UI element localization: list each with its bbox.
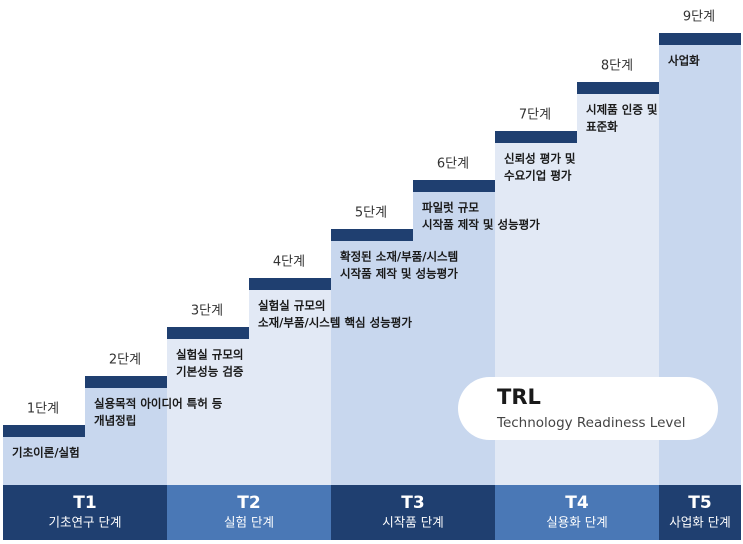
step-desc: 실험실 규모의 <box>258 299 325 313</box>
step-desc: 기본성능 검증 <box>176 365 244 379</box>
step-desc: 실험실 규모의 <box>176 348 243 362</box>
stage-title: T2 <box>237 493 260 513</box>
step-bar <box>85 376 167 388</box>
step-label: 3단계 <box>191 304 223 319</box>
step-label: 4단계 <box>273 255 305 270</box>
stage-band <box>495 485 659 540</box>
step-desc: 기초이론/실험 <box>12 446 80 460</box>
step-desc: 시작품 제작 및 성능평가 <box>340 267 458 281</box>
stage-name: 실용화 단계 <box>546 515 607 530</box>
step-column <box>331 229 413 485</box>
step-desc: 파일럿 규모 <box>422 201 479 215</box>
step-desc: 시제품 인증 및 <box>586 103 658 117</box>
badge-subtitle: Technology Readiness Level <box>496 415 685 431</box>
step-bar <box>167 327 249 339</box>
step-label: 1단계 <box>27 402 59 417</box>
step-bar <box>3 425 85 437</box>
step-bar <box>495 131 577 143</box>
step-bar <box>331 229 413 241</box>
step-desc: 실용목적 아이디어 특허 등 <box>94 397 223 411</box>
stage-band <box>331 485 495 540</box>
step-desc: 표준화 <box>586 120 618 134</box>
stage-band <box>167 485 331 540</box>
stage-name: 기초연구 단계 <box>49 515 122 530</box>
trl-badge <box>458 377 718 440</box>
step-desc: 시작품 제작 및 성능평가 <box>422 218 540 232</box>
stage-name: 사업화 단계 <box>669 515 730 530</box>
stage-title: T3 <box>401 493 424 513</box>
stage-band <box>3 485 167 540</box>
step-column <box>85 376 167 485</box>
step-desc: 사업화 <box>668 54 700 68</box>
step-desc: 소재/부품/시스템 핵심 성능평가 <box>258 316 412 330</box>
step-bar <box>659 33 741 45</box>
stage-band <box>659 485 741 540</box>
step-desc: 수요기업 평가 <box>504 169 572 183</box>
step-bar <box>249 278 331 290</box>
step-column <box>167 327 249 485</box>
step-column <box>249 278 331 485</box>
stage-name: 시작품 단계 <box>382 515 443 530</box>
stage-title: T4 <box>565 493 589 513</box>
stage-name: 실험 단계 <box>224 515 274 530</box>
step-desc: 신뢰성 평가 및 <box>504 152 576 166</box>
step-label: 2단계 <box>109 353 141 368</box>
step-label: 8단계 <box>601 59 633 74</box>
stage-title: T1 <box>73 493 96 513</box>
step-label: 5단계 <box>355 206 387 221</box>
step-label: 6단계 <box>437 157 469 172</box>
step-label: 7단계 <box>519 108 551 123</box>
badge-title: TRL <box>497 385 541 409</box>
step-label: 9단계 <box>683 10 715 25</box>
stage-title: T5 <box>688 493 711 513</box>
step-bar <box>577 82 659 94</box>
step-desc: 개념정립 <box>94 414 136 428</box>
step-desc: 확정된 소재/부품/시스템 <box>340 250 458 264</box>
step-bar <box>413 180 495 192</box>
